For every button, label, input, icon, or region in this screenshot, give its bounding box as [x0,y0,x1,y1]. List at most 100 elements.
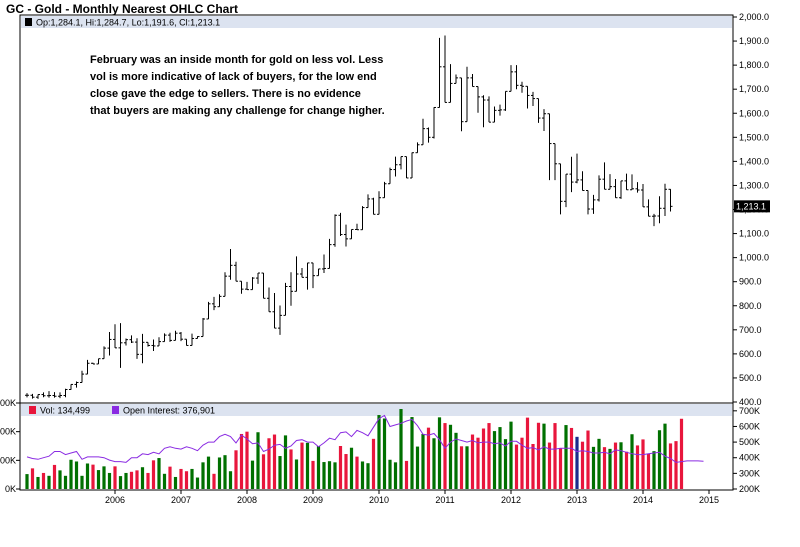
ohlc-bar [415,142,420,154]
ohlc-bar [151,339,156,351]
ohlc-bar [624,173,629,191]
volume-bar [503,439,508,489]
volume-bar [272,434,277,489]
ohlc-bar [404,156,409,179]
volume-bar [63,475,68,489]
ohlc-bar [608,174,612,190]
volume-bar [525,417,530,489]
ohlc-bar [234,261,238,282]
volume-bar [168,466,172,489]
volume-bar [179,468,183,489]
oi-tick-label: 600K [739,421,760,431]
time-tick-label: 2006 [105,495,125,505]
ohlc-bar [344,224,348,247]
ohlc-bar [459,77,464,132]
volume-bar [311,460,315,489]
ohlc-bar [454,74,458,84]
volume-bar [355,456,359,489]
volume-bar [300,442,304,489]
time-tick-label: 2015 [699,495,719,505]
ohlc-bar [223,272,227,297]
volume-tick-label: 300K [0,398,16,408]
volume-bar [234,450,238,489]
ohlc-bar [118,323,123,368]
volume-bar [349,447,354,489]
volume-bar [470,434,475,489]
volume-bar [58,470,62,489]
volume-bar [212,473,216,489]
ohlc-bar [426,127,431,143]
price-axis: 2,000.0 1,900.0 1,800.0 1,700.0 1,600.0 1,500… [733,12,769,407]
ohlc-bar [107,331,112,356]
ohlc-bar [289,272,293,306]
ohlc-bar [602,162,607,190]
ohlc-bar [47,391,51,398]
price-tick-label: 500.0 [739,373,762,383]
volume-bar [206,456,211,489]
ohlc-bar [613,178,618,199]
volume-bar [217,457,222,489]
oi-legend: Open Interest: 376,901 [123,406,215,416]
volume-bar [520,437,524,489]
ohlc-bar [283,282,288,316]
volume-bar [454,432,458,489]
volume-bar [558,448,563,489]
volume-bar [151,460,156,489]
price-tick-label: 1,700.0 [739,84,769,94]
ohlc-bar [239,280,244,294]
volume-tick-label: 0K [5,484,16,494]
ohlc-bar [179,331,183,342]
volume-bar [646,453,651,489]
ohlc-bar [316,268,321,277]
volume-bar [195,477,200,489]
ohlc-bar [509,65,513,92]
volume-bar [96,470,101,489]
oi-tick-label: 400K [739,453,760,463]
volume-bar [492,431,497,489]
price-tick-label: 1,300.0 [739,180,769,190]
ohlc-bar [619,180,623,199]
volume-bar [47,475,51,489]
ohlc-bar [129,335,134,344]
ohlc-bar [536,98,541,123]
ohlc-bar [58,392,62,399]
ohlc-bar [217,294,222,308]
ohlc-bar [564,173,568,208]
vol-legend-swatch [29,406,36,414]
ohlc-bar [547,113,552,181]
ohlc-bar [503,90,508,111]
volume-bar [256,432,260,489]
ohlc-bar [124,338,128,346]
chart-title: GC - Gold - Monthly Nearest OHLC Chart [6,2,239,16]
volume-bar [338,446,343,489]
price-tick-label: 1,100.0 [739,229,769,239]
volume-bar [580,441,585,489]
volume-bar [377,415,381,489]
oi-tick-label: 300K [739,468,760,478]
volume-bar [129,471,134,489]
ohlc-bar [663,183,667,216]
annotation-line-4: that buyers are making any challenge for… [90,105,385,117]
ohlc-bar [261,272,266,299]
time-axis: 2006 2007 2008 2009 2010 2011 2012 2013 2014 2015 [105,490,719,505]
ohlc-bar [399,156,403,170]
volume-bar [190,468,194,489]
volume-bar [52,464,57,489]
time-tick-label: 2011 [435,495,454,505]
volume-bar [305,442,310,489]
volume-bar [25,474,29,489]
ohlc-bar [421,118,425,146]
ohlc-bar [443,35,447,103]
ohlc-bar [569,156,574,193]
annotation: February was an inside month for gold on… [90,54,385,117]
ohlc-bar [311,262,315,289]
ohlc-bar [272,292,277,329]
time-tick-label: 2014 [633,495,653,505]
ohlc-bar [300,267,304,278]
volume-bar [107,472,112,489]
ohlc-bar [206,301,211,320]
volume-bar [135,470,139,489]
ohlc-bar [135,338,139,359]
price-tick-label: 1,000.0 [739,253,769,263]
